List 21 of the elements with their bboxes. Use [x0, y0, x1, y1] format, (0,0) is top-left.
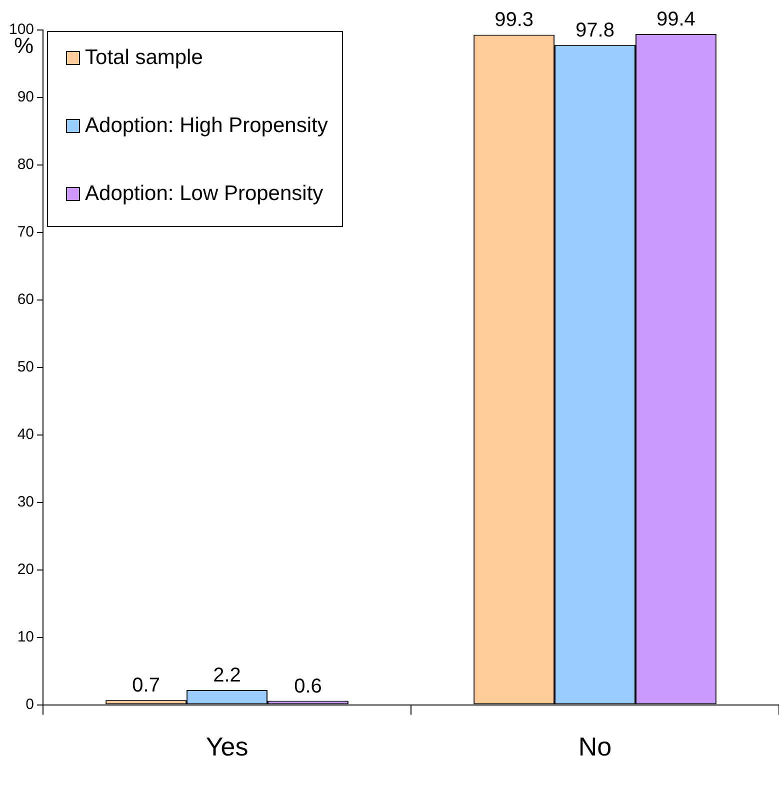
y-tick-label: 0 — [26, 696, 34, 713]
data-label: 99.3 — [494, 9, 534, 32]
x-tick-label: Yes — [206, 732, 248, 762]
x-tick-label: No — [578, 732, 612, 762]
y-tick-label: 40 — [17, 426, 34, 444]
legend-label: Adoption: High Propensity — [85, 114, 328, 138]
data-label: 97.8 — [576, 19, 614, 42]
y-tick-label: 10 — [17, 628, 34, 646]
legend-label: Total sample — [85, 46, 203, 70]
data-label: 99.4 — [656, 8, 696, 31]
y-tick-label: 90 — [17, 88, 34, 106]
y-tick-label: 80 — [17, 156, 34, 174]
legend-label: Adoption: Low Propensity — [85, 182, 324, 206]
data-label: 2.2 — [213, 664, 241, 686]
y-tick-label: 20 — [17, 560, 34, 578]
y-tick-label: 70 — [17, 224, 34, 241]
y-tick-label: 50 — [17, 358, 34, 376]
y-tick-label: 60 — [17, 291, 34, 308]
y-tick-label: 30 — [17, 494, 34, 510]
data-label: 0.7 — [132, 674, 160, 697]
data-label: 0.6 — [294, 675, 322, 698]
